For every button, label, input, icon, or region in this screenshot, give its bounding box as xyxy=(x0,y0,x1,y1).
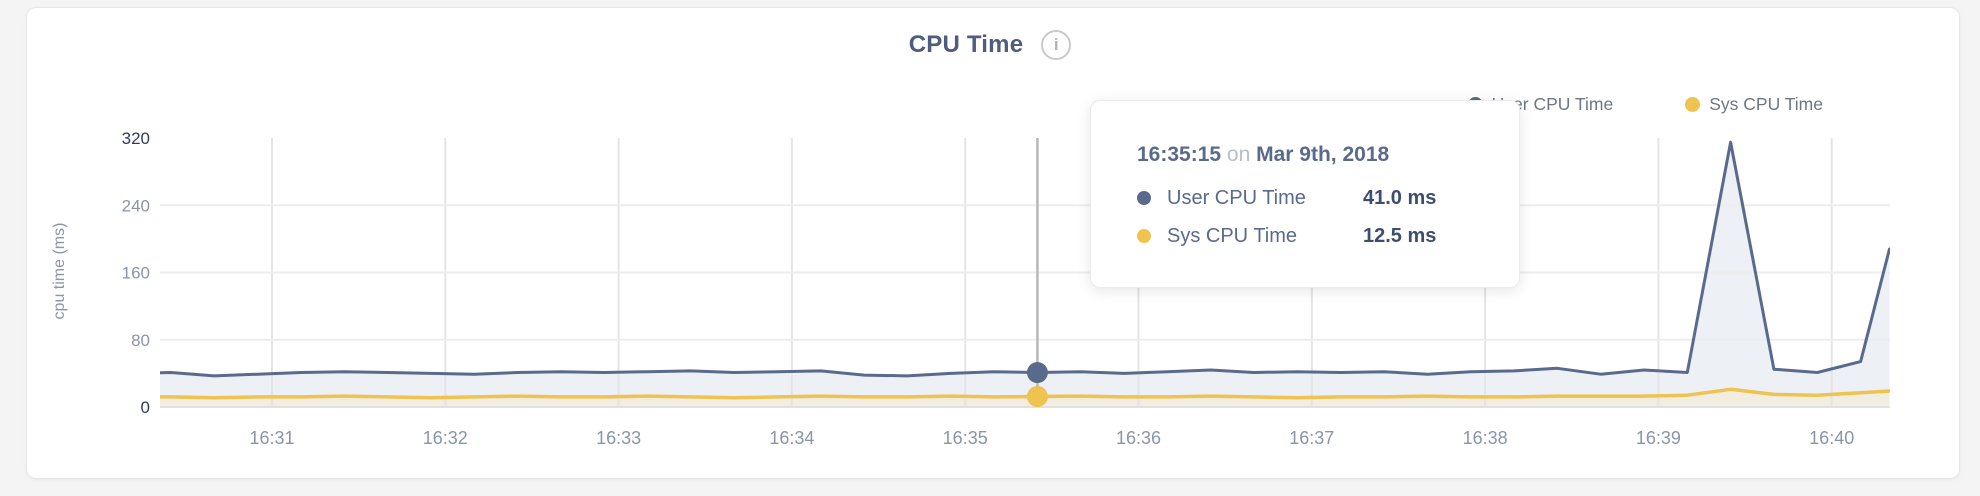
x-tick-label: 16:35 xyxy=(943,428,988,448)
tooltip-row-user: User CPU Time 41.0 ms xyxy=(1137,183,1489,213)
x-tick-label: 16:34 xyxy=(769,428,814,448)
legend-label: Sys CPU Time xyxy=(1709,94,1823,114)
x-tick-label: 16:36 xyxy=(1116,428,1161,448)
y-tick-label: 160 xyxy=(122,264,150,283)
chart-legend: User CPU Time Sys CPU Time xyxy=(1467,94,1823,115)
x-tick-label: 16:38 xyxy=(1463,428,1508,448)
tooltip-time: 16:35:15 xyxy=(1137,143,1222,166)
y-tick-label: 240 xyxy=(122,196,150,215)
x-tick-label: 16:32 xyxy=(423,428,468,448)
user-cpu-area xyxy=(160,142,1890,407)
user-series-dot-icon xyxy=(1137,191,1151,205)
tooltip-timestamp: 16:35:15 on Mar 9th, 2018 xyxy=(1137,143,1489,167)
tooltip-series-label: User CPU Time xyxy=(1167,186,1306,209)
sys-series-dot-icon xyxy=(1685,97,1701,112)
user-cpu-line xyxy=(160,140,1890,378)
chart-title: CPU Time xyxy=(908,31,1024,58)
tooltip-series-value: 41.0 ms xyxy=(1363,186,1437,209)
legend-item-sys-cpu[interactable]: Sys CPU Time xyxy=(1685,94,1823,115)
y-axis-title: cpu time (ms) xyxy=(51,222,68,320)
tooltip-connector: on xyxy=(1226,143,1251,166)
x-tick-label: 16:31 xyxy=(249,428,294,448)
y-tick-label: 320 xyxy=(122,129,150,148)
x-tick-label: 16:39 xyxy=(1636,428,1681,448)
sys-hover-dot xyxy=(1026,385,1048,407)
user-hover-dot xyxy=(1026,362,1048,384)
legend-label: User CPU Time xyxy=(1491,94,1614,114)
chart-tooltip: 16:35:15 on Mar 9th, 2018 User CPU Time … xyxy=(1090,100,1520,288)
info-icon[interactable]: i xyxy=(1041,30,1072,60)
y-tick-label: 0 xyxy=(141,398,150,417)
tooltip-row-sys: Sys CPU Time 12.5 ms xyxy=(1137,221,1489,251)
sys-series-dot-icon xyxy=(1137,229,1151,243)
sys-cpu-line xyxy=(160,387,1890,400)
x-tick-label: 16:37 xyxy=(1289,428,1334,448)
tooltip-series-label: Sys CPU Time xyxy=(1167,224,1298,247)
x-tick-label: 16:40 xyxy=(1809,428,1854,448)
y-tick-label: 80 xyxy=(131,331,150,350)
tooltip-series-value: 12.5 ms xyxy=(1363,224,1437,247)
x-tick-label: 16:33 xyxy=(596,428,641,448)
tooltip-date: Mar 9th, 2018 xyxy=(1256,143,1390,166)
